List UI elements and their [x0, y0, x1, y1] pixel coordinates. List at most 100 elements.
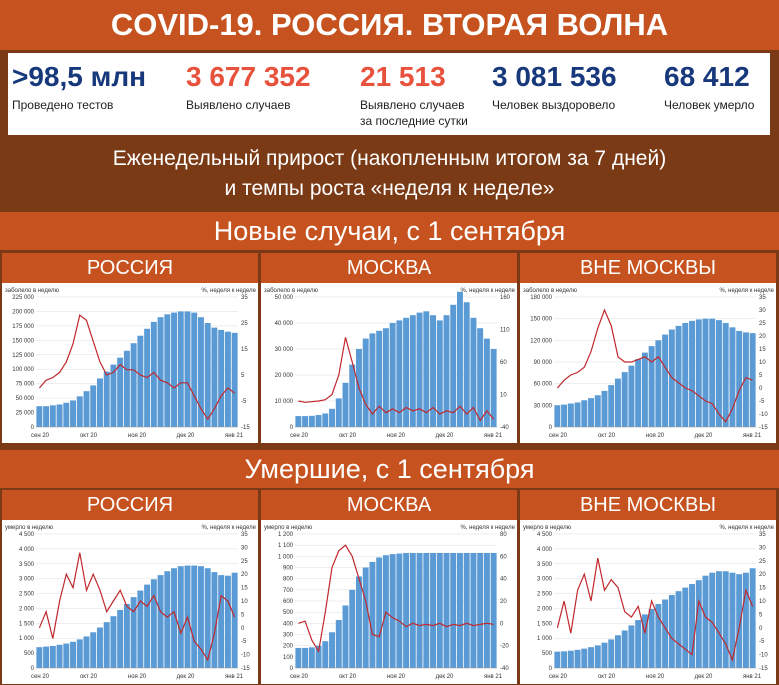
- bar: [389, 554, 396, 668]
- x-tick-label: сен 20: [290, 433, 309, 439]
- bar: [709, 318, 716, 427]
- y-tick-label: 1 500: [537, 621, 553, 627]
- bar: [574, 649, 581, 668]
- bar: [477, 328, 484, 427]
- chart-panel-deaths-moscow: МОСКВА умерло в неделю %, неделя к неделе…: [261, 490, 517, 684]
- bar: [389, 323, 396, 427]
- y2-tick-label: 60: [500, 360, 507, 366]
- bar: [436, 320, 443, 427]
- stat-label: Человек выздоровело: [492, 98, 616, 112]
- bar: [675, 591, 682, 668]
- bar: [581, 648, 588, 668]
- growth-rate-line: [556, 557, 754, 663]
- section-title-deaths: Умершие, с 1 сентября: [0, 450, 779, 488]
- y2-tick-label: 5: [759, 612, 763, 618]
- bar: [608, 385, 615, 427]
- bar: [376, 330, 383, 427]
- y-tick-label: 50 000: [275, 295, 294, 301]
- chart-panel-deaths-outside-moscow: ВНЕ МОСКВЫ умерло в неделю %, неделя к не…: [520, 490, 776, 684]
- y-tick-label: 3 500: [19, 562, 35, 568]
- bar: [198, 566, 204, 668]
- y2-tick-label: 15: [241, 586, 248, 592]
- x-tick-label: окт 20: [598, 674, 616, 680]
- growth-rate-line: [38, 552, 236, 662]
- bar: [729, 327, 736, 427]
- bar: [204, 323, 211, 427]
- bar: [157, 317, 164, 427]
- bar: [369, 561, 376, 668]
- y2-tick-label: 5: [759, 373, 763, 379]
- bar: [36, 647, 43, 668]
- bar: [36, 406, 43, 427]
- bar: [608, 639, 615, 668]
- y-tick-label: 1 000: [537, 636, 553, 642]
- bar: [635, 359, 642, 427]
- bar: [682, 587, 689, 668]
- chart-deaths-outside-moscow: умерло в неделю %, неделя к неделе 0 500 1 0…: [523, 525, 775, 680]
- y-tick-label: 180 000: [530, 295, 552, 301]
- y2-tick-label: 35: [241, 532, 248, 538]
- bar: [628, 625, 635, 668]
- bar: [716, 571, 722, 668]
- bar: [224, 575, 231, 668]
- x-tick-label: ноя 20: [646, 674, 665, 680]
- bar: [150, 579, 157, 668]
- y-tick-label: 0: [290, 666, 294, 672]
- bar: [117, 609, 124, 668]
- bar: [356, 576, 362, 668]
- bar: [588, 647, 594, 668]
- bar: [615, 635, 621, 668]
- y2-tick-label: 10: [759, 599, 766, 605]
- bar: [97, 627, 103, 668]
- bar: [342, 605, 349, 668]
- bar: [716, 320, 722, 427]
- bar: [315, 415, 322, 427]
- bar: [581, 400, 588, 427]
- y2-tick-label: 5: [241, 373, 245, 379]
- y-tick-label: 4 500: [537, 532, 553, 538]
- bar: [641, 352, 648, 427]
- y-tick-label: 800: [283, 577, 294, 583]
- chart-panel-cases-russia: РОССИЯ заболело в неделю %, неделя к неде…: [2, 253, 258, 443]
- x-tick-label: янв 21: [743, 433, 762, 439]
- bar: [204, 568, 211, 668]
- y-tick-label: 900: [283, 566, 294, 572]
- y-tick-label: 200: [283, 644, 294, 650]
- y-tick-label: 200 000: [12, 309, 34, 315]
- y2-tick-label: 15: [759, 586, 766, 592]
- bar: [695, 580, 702, 668]
- bar: [329, 632, 335, 668]
- bar: [315, 645, 322, 668]
- bar: [662, 334, 669, 427]
- stat-cases: 3 677 352 Выявлено случаев: [186, 57, 311, 113]
- x-tick-label: дек 20: [695, 433, 713, 439]
- y-tick-label: 1 000: [19, 636, 35, 642]
- y2-tick-label: 30: [759, 545, 766, 551]
- y-tick-label: 10 000: [275, 399, 294, 405]
- y-tick-label: 3 000: [537, 577, 553, 583]
- y2-tick-label: -10: [241, 653, 250, 659]
- y2-tick-label: 5: [241, 612, 245, 618]
- chart-cases-moscow: заболело в неделю %, неделя к неделе 0 10 0…: [264, 288, 516, 439]
- bar: [409, 552, 416, 668]
- y-axis-label-right: %, неделя к неделе: [460, 288, 515, 294]
- bar: [403, 552, 410, 668]
- bar: [742, 572, 749, 668]
- y2-tick-label: -5: [241, 639, 247, 645]
- stat-tests: >98,5 млн Проведено тестов: [12, 57, 146, 113]
- bar: [648, 346, 655, 427]
- bar: [729, 572, 736, 668]
- bar: [443, 552, 450, 668]
- y-tick-label: 125 000: [12, 353, 34, 359]
- x-tick-label: дек 20: [177, 674, 195, 680]
- bar: [483, 552, 490, 668]
- y-tick-label: 75 000: [16, 382, 35, 388]
- x-tick-label: сен 20: [549, 674, 568, 680]
- x-tick-label: янв 21: [743, 674, 762, 680]
- y2-tick-label: -40: [500, 425, 509, 431]
- y2-tick-label: 25: [241, 559, 248, 565]
- bar: [655, 603, 662, 668]
- bar: [423, 311, 430, 427]
- chart-region-title: ВНЕ МОСКВЫ: [520, 490, 776, 520]
- x-tick-label: окт 20: [339, 433, 357, 439]
